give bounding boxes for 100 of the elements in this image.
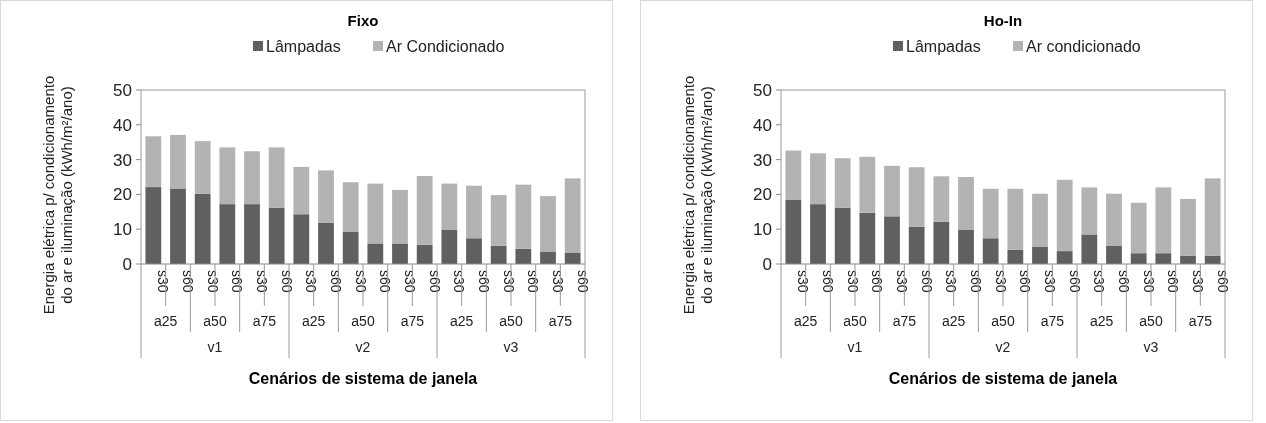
- x-tick-label: s30: [500, 270, 517, 293]
- bar: [908, 167, 925, 227]
- x-tick-label: s30: [1140, 270, 1157, 293]
- text: a50: [1139, 313, 1163, 329]
- bar: [1081, 234, 1098, 264]
- x-tick-label: s30: [844, 270, 861, 293]
- chart-title: Ho-In: [983, 12, 1023, 29]
- y-tick-label: 50: [753, 80, 772, 100]
- x-tick-label: s30: [550, 270, 566, 293]
- bar: [1106, 193, 1122, 246]
- bar: [1155, 253, 1172, 264]
- bar: [810, 153, 826, 205]
- x-tick-label: s30: [352, 270, 369, 293]
- bar: [1032, 193, 1048, 247]
- x-tick-label: s30: [254, 270, 270, 293]
- x-tick-label: s30: [943, 270, 960, 293]
- bar: [441, 229, 458, 264]
- bar: [1007, 188, 1024, 250]
- bar: [982, 238, 999, 264]
- bar: [564, 178, 581, 253]
- x-tick-label: s60: [476, 270, 492, 293]
- x-tick-label: s60: [869, 270, 886, 293]
- bar: [194, 193, 211, 264]
- bar: [392, 243, 408, 264]
- text: v2: [355, 339, 371, 355]
- y-axis-title: Energia elétrica p/ condicionamento do ar e iluminação (kWh/m²/ano): [40, 75, 75, 315]
- bar: [908, 226, 925, 264]
- bar: [466, 238, 482, 264]
- y-tick-label: 40: [113, 115, 132, 135]
- legend-label: Ar Condicionado: [386, 38, 505, 55]
- bar: [318, 170, 334, 223]
- x-tick-label: s30: [992, 270, 1009, 293]
- bar: [170, 134, 186, 189]
- bar: [244, 204, 260, 264]
- text: a50: [499, 313, 523, 329]
- bar: [1032, 246, 1048, 264]
- x-tick-label: s60: [1116, 270, 1132, 293]
- bar: [884, 216, 900, 264]
- x-axis-title: Cenários de sistema de janela: [248, 370, 478, 387]
- x-tick-label: s60: [180, 270, 196, 293]
- text: a25: [449, 313, 474, 329]
- bar: [1130, 202, 1147, 254]
- x-tick-label: s30: [795, 270, 812, 293]
- x-axis-title: Cenários de sistema de janela: [888, 370, 1118, 387]
- text: a75: [548, 313, 573, 329]
- x-tick-label: s30: [303, 270, 320, 293]
- bar: [441, 183, 458, 230]
- chart-title: Fixo: [347, 12, 379, 29]
- x-tick-label: s60: [278, 270, 295, 293]
- bar: [268, 207, 285, 264]
- y-tick-label: 20: [113, 185, 132, 205]
- y-tick-label: 40: [753, 115, 772, 135]
- x-tick-label: s30: [451, 270, 468, 293]
- bar: [933, 176, 950, 222]
- x-tick-label: s60: [1017, 270, 1034, 293]
- bar: [1056, 179, 1073, 252]
- bar: [466, 185, 482, 239]
- x-tick-label: s60: [968, 270, 984, 293]
- y-tick-label: 0: [122, 254, 132, 274]
- x-tick-label: s30: [1091, 270, 1108, 293]
- y-axis-title: Energia elétrica p/ condicionamento do ar e iluminação (kWh/m²/ano): [680, 75, 715, 315]
- bar: [1180, 198, 1196, 256]
- bar: [834, 207, 851, 264]
- y-tick-label: 0: [762, 254, 772, 274]
- bar: [268, 147, 285, 208]
- bar: [416, 244, 433, 264]
- bar: [194, 141, 211, 194]
- bar: [540, 251, 556, 264]
- y-tick-label: 10: [113, 220, 132, 240]
- x-tick-label: s30: [1190, 270, 1206, 293]
- bar: [982, 188, 999, 239]
- text: v1: [847, 339, 863, 355]
- y-tick-label: 10: [753, 220, 772, 240]
- bar: [342, 231, 359, 264]
- text: a75: [1040, 313, 1065, 329]
- text: a25: [301, 313, 326, 329]
- bar: [145, 187, 162, 264]
- x-tick-label: s60: [229, 270, 246, 293]
- x-tick-label: s60: [328, 270, 344, 293]
- bar: [834, 158, 851, 208]
- y-tick-label: 30: [753, 150, 772, 170]
- bar: [367, 243, 384, 264]
- y-tick-label: 50: [113, 80, 132, 100]
- bar: [244, 151, 260, 205]
- bar: [367, 183, 384, 244]
- legend-label: Lâmpadas: [266, 38, 341, 55]
- text: a75: [400, 313, 425, 329]
- y-tick-label: 30: [113, 150, 132, 170]
- text: a25: [941, 313, 966, 329]
- text: a25: [793, 313, 818, 329]
- bar: [933, 221, 950, 264]
- bar: [342, 182, 359, 232]
- bar: [293, 214, 310, 264]
- bar: [490, 195, 507, 246]
- x-tick-label: s60: [918, 270, 935, 293]
- bar: [1204, 178, 1221, 256]
- x-tick-label: s30: [155, 270, 172, 293]
- bar: [145, 136, 162, 188]
- x-tick-label: s60: [820, 270, 836, 293]
- bar: [293, 166, 310, 215]
